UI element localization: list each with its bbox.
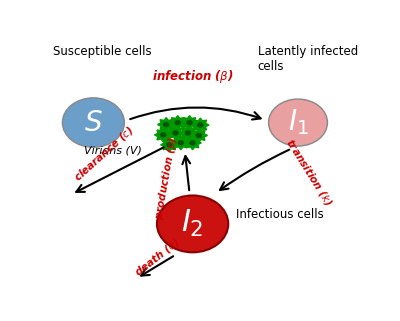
Circle shape — [178, 141, 183, 145]
Polygon shape — [172, 136, 190, 150]
Polygon shape — [190, 128, 208, 142]
Circle shape — [186, 131, 190, 135]
Text: $\mathit{S}$: $\mathit{S}$ — [84, 108, 103, 136]
Text: clearance ($c$): clearance ($c$) — [72, 123, 137, 184]
Text: $\mathit{I}_1$: $\mathit{I}_1$ — [288, 108, 308, 137]
Circle shape — [175, 121, 180, 125]
Text: Latently infected
cells: Latently infected cells — [258, 45, 358, 73]
Circle shape — [190, 141, 195, 145]
Polygon shape — [179, 126, 197, 140]
Text: $\mathit{I}_2$: $\mathit{I}_2$ — [181, 208, 204, 239]
Circle shape — [198, 123, 203, 127]
Circle shape — [164, 123, 169, 126]
Polygon shape — [167, 126, 184, 140]
Circle shape — [167, 143, 172, 147]
Text: Virions (V): Virions (V) — [84, 146, 142, 156]
Text: Infectious cells: Infectious cells — [236, 207, 324, 221]
Circle shape — [268, 99, 328, 146]
Text: production ($p$): production ($p$) — [152, 135, 180, 221]
Text: Susceptible cells: Susceptible cells — [53, 45, 152, 58]
Polygon shape — [158, 117, 175, 132]
Polygon shape — [181, 116, 198, 129]
Circle shape — [62, 98, 124, 147]
Polygon shape — [192, 118, 209, 132]
Polygon shape — [154, 128, 172, 142]
Circle shape — [157, 195, 228, 252]
Polygon shape — [161, 138, 178, 152]
Text: infection ($\beta$): infection ($\beta$) — [152, 68, 234, 85]
Polygon shape — [184, 136, 201, 150]
Text: death ($\delta$): death ($\delta$) — [132, 235, 182, 279]
Circle shape — [196, 134, 201, 137]
Circle shape — [173, 131, 178, 135]
Circle shape — [187, 121, 192, 125]
Circle shape — [161, 133, 166, 137]
Polygon shape — [169, 116, 186, 129]
Text: transition ($k$): transition ($k$) — [283, 136, 335, 208]
